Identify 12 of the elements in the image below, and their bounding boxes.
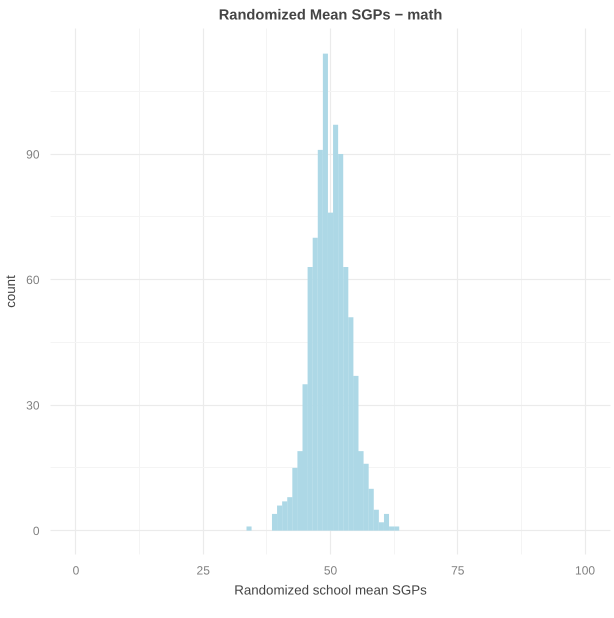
y-tick-label: 0 — [32, 524, 40, 538]
y-tick-label: 90 — [26, 148, 40, 162]
y-axis-title: count — [3, 274, 18, 308]
chart-title: Randomized Mean SGPs − math — [218, 8, 442, 24]
x-tick-label: 25 — [196, 564, 210, 578]
x-tick-label: 0 — [72, 564, 80, 578]
y-tick-label: 60 — [26, 273, 40, 288]
x-tick-label: 75 — [451, 564, 465, 578]
x-axis-title: Randomized school mean SGPs — [234, 582, 428, 598]
x-tick-label: 50 — [324, 564, 338, 578]
y-tick-label: 30 — [26, 398, 40, 413]
x-tick-label: 100 — [575, 564, 596, 578]
